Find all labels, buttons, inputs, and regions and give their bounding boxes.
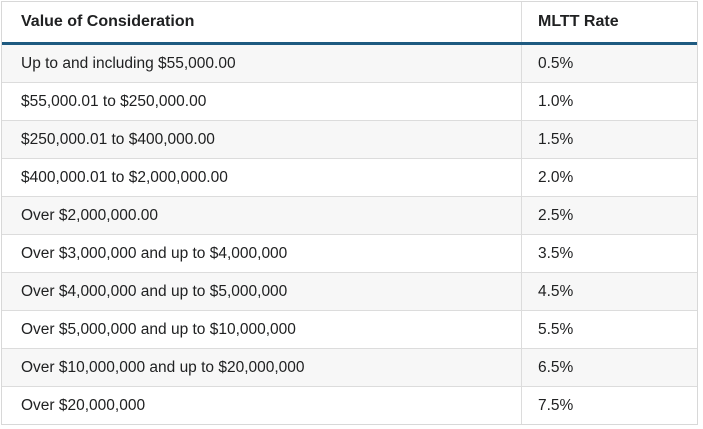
mltt-rate-cell: 2.0% [538, 168, 574, 186]
table-row: Over $20,000,000 7.5% [2, 387, 697, 424]
table-row: $400,000.01 to $2,000,000.00 2.0% [2, 159, 697, 197]
table-body: Up to and including $55,000.00 0.5% $55,00… [2, 45, 697, 424]
mltt-rate-cell: 4.5% [538, 282, 574, 300]
table-row: $250,000.01 to $400,000.00 1.5% [2, 121, 697, 159]
mltt-rate-cell: 1.5% [538, 130, 574, 148]
mltt-rate-cell: 3.5% [538, 244, 574, 262]
mltt-rate-table: Value of Consideration MLTT Rate Up to a… [1, 1, 698, 425]
value-of-consideration-cell: Over $2,000,000.00 [2, 197, 522, 234]
value-of-consideration-cell: Over $4,000,000 and up to $5,000,000 [2, 273, 522, 310]
table-row: Over $3,000,000 and up to $4,000,000 3.5% [2, 235, 697, 273]
mltt-rate-cell: 6.5% [538, 358, 574, 376]
column-header-mltt-rate: MLTT Rate [538, 13, 619, 30]
mltt-rate-cell: 5.5% [538, 320, 574, 338]
mltt-rate-cell: 1.0% [538, 92, 574, 110]
value-of-consideration-cell: Over $3,000,000 and up to $4,000,000 [2, 235, 522, 272]
table-row: Over $4,000,000 and up to $5,000,000 4.5% [2, 273, 697, 311]
table-row: Over $10,000,000 and up to $20,000,000 6.… [2, 349, 697, 387]
table-row: Over $2,000,000.00 2.5% [2, 197, 697, 235]
table-row: Up to and including $55,000.00 0.5% [2, 45, 697, 83]
column-header-value-of-consideration: Value of Consideration [2, 2, 522, 42]
value-of-consideration-cell: Up to and including $55,000.00 [2, 45, 522, 82]
table-row: Over $5,000,000 and up to $10,000,000 5.5… [2, 311, 697, 349]
mltt-rate-cell: 7.5% [538, 396, 574, 414]
mltt-rate-cell: 2.5% [538, 206, 574, 224]
value-of-consideration-cell: $55,000.01 to $250,000.00 [2, 83, 522, 120]
value-of-consideration-cell: Over $5,000,000 and up to $10,000,000 [2, 311, 522, 348]
value-of-consideration-cell: Over $20,000,000 [2, 387, 522, 424]
value-of-consideration-cell: $250,000.01 to $400,000.00 [2, 121, 522, 158]
value-of-consideration-cell: Over $10,000,000 and up to $20,000,000 [2, 349, 522, 386]
table-header-row: Value of Consideration MLTT Rate [2, 2, 697, 45]
table-row: $55,000.01 to $250,000.00 1.0% [2, 83, 697, 121]
value-of-consideration-cell: $400,000.01 to $2,000,000.00 [2, 159, 522, 196]
mltt-rate-cell: 0.5% [538, 54, 574, 72]
